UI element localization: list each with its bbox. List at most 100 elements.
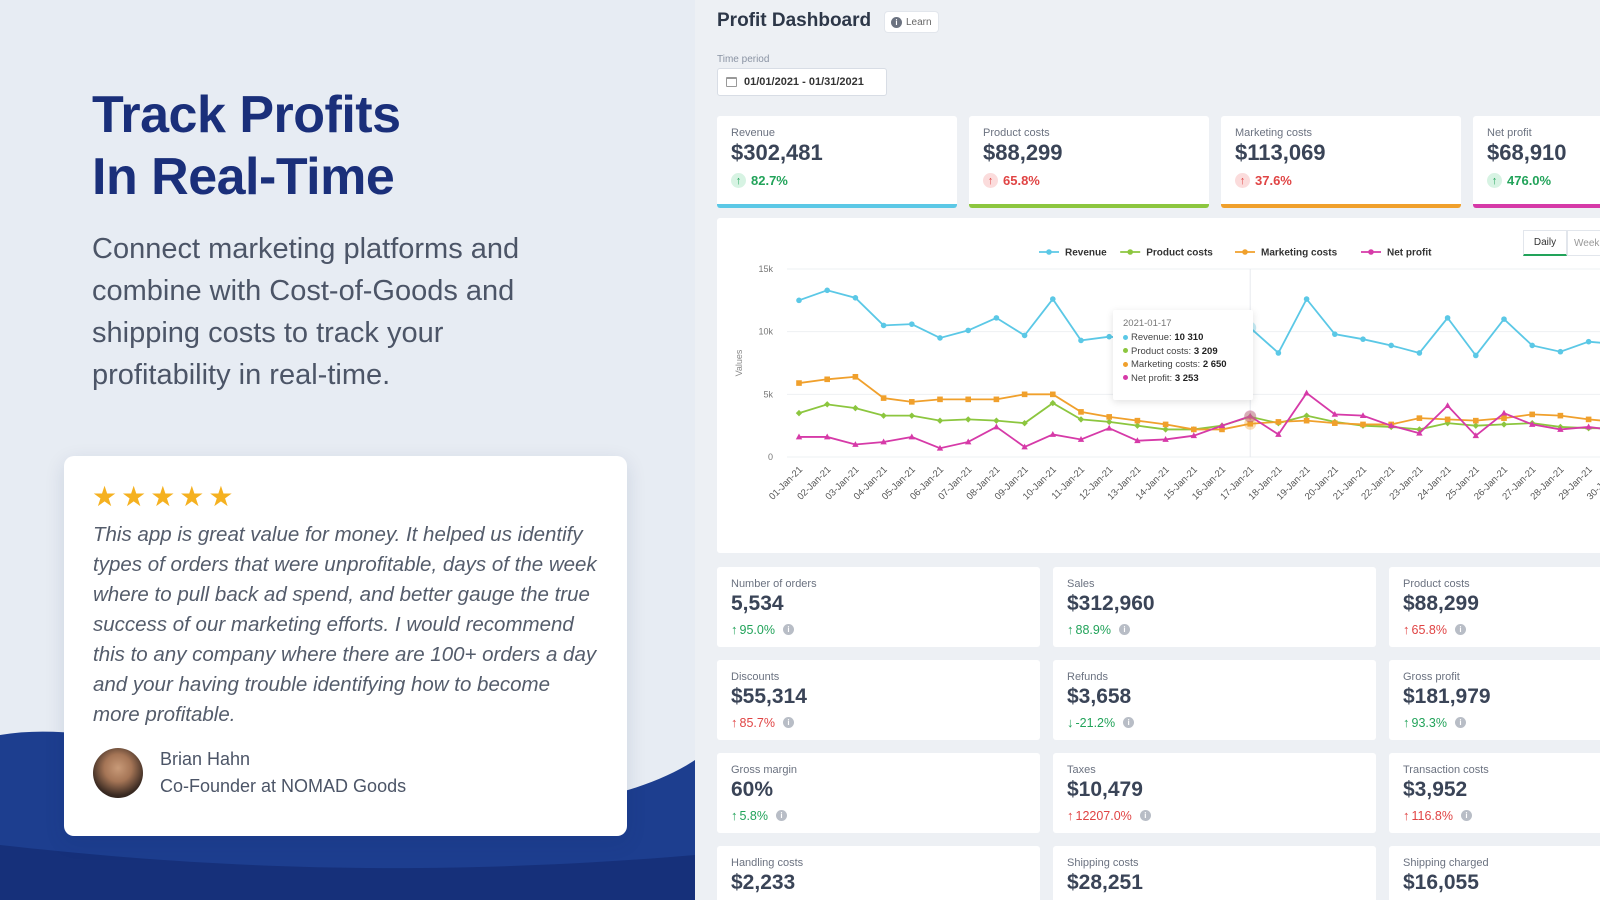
stat-label: Handling costs — [731, 857, 804, 869]
data-point — [1332, 331, 1338, 337]
kpi-card-revenue[interactable]: Revenue $302,481 ↑ 82.7% — [717, 116, 957, 208]
stat-card-refunds[interactable]: Refunds $3,658 ↓ -21.2% i — [1053, 660, 1376, 740]
tab-weekly[interactable]: Weekly — [1567, 230, 1600, 256]
arrow-up-icon: ↑ — [983, 173, 998, 188]
stat-value: $181,979 — [1403, 685, 1491, 708]
data-point — [1473, 352, 1479, 359]
series-dot-icon — [1123, 361, 1128, 367]
stat-card-handling-costs[interactable]: Handling costs $2,233 — [717, 846, 1040, 900]
stat-label: Gross profit — [1403, 671, 1460, 683]
stat-card-discounts[interactable]: Discounts $55,314 ↑ 85.7% i — [717, 660, 1040, 740]
legend-marker — [1368, 249, 1374, 255]
stat-card-sales[interactable]: Sales $312,960 ↑ 88.9% i — [1053, 567, 1376, 647]
chart-tooltip: 2021-01-17 Revenue: 10 310 Product costs… — [1113, 310, 1253, 400]
info-icon[interactable]: i — [782, 624, 794, 635]
data-point — [1557, 412, 1564, 419]
testimonial-quote: This app is great value for money. It he… — [93, 523, 597, 726]
kpi-change-value: 37.6% — [1255, 173, 1292, 188]
info-icon[interactable]: i — [776, 810, 787, 821]
stat-change: ↑ 88.9% i — [1067, 622, 1130, 637]
data-point — [1162, 436, 1169, 442]
data-point — [1106, 333, 1112, 340]
stat-change: ↑ 65.8% i — [1403, 622, 1466, 637]
stat-change: ↓ -21.2% i — [1067, 715, 1135, 730]
kpi-card-net-profit[interactable]: Net profit $68,910 ↑ 476.0% — [1473, 116, 1600, 208]
data-point — [795, 409, 803, 417]
stat-card-shipping-costs[interactable]: Shipping costs $28,251 — [1053, 846, 1376, 900]
kpi-change: ↑ 476.0% — [1487, 173, 1551, 188]
stat-card-product-costs[interactable]: Product costs $88,299 ↑ 65.8% i — [1389, 567, 1600, 647]
stat-label: Product costs — [1403, 578, 1470, 590]
stat-change: ↑ 93.3% i — [1403, 715, 1466, 730]
data-point — [936, 417, 944, 424]
data-point — [880, 395, 887, 401]
stat-change: ↑ 12207.0% i — [1067, 808, 1151, 823]
data-point — [1050, 296, 1056, 302]
legend-marker — [1242, 249, 1248, 255]
stat-change: ↑ 85.7% i — [731, 715, 794, 730]
subtext: Connect marketing platforms and combine … — [92, 233, 520, 391]
data-point — [824, 376, 830, 383]
marketing-panel: Track Profits In Real-Time Connect marke… — [0, 0, 695, 900]
profit-dashboard-app: Profit Dashboard i Learn Time period 01/… — [695, 0, 1600, 900]
data-point — [1529, 342, 1535, 349]
kpi-color-bar — [1473, 204, 1600, 208]
data-point — [880, 412, 887, 419]
y-axis-label: Values — [734, 349, 744, 376]
time-period-value: 01/01/2021 - 01/31/2021 — [744, 76, 864, 88]
data-point — [1416, 429, 1423, 436]
arrow-up-icon: ↑ — [1067, 622, 1074, 637]
info-icon[interactable]: i — [1460, 810, 1472, 821]
data-point — [1021, 391, 1028, 398]
kpi-color-bar — [1221, 204, 1461, 208]
kpi-color-bar — [969, 204, 1209, 208]
data-point — [1359, 412, 1367, 419]
series-dot-icon — [1123, 334, 1128, 340]
data-point — [880, 322, 887, 329]
time-period-label: Time period — [717, 54, 770, 65]
series-line-product-costs — [798, 402, 1600, 431]
tooltip-label: Marketing costs: — [1131, 359, 1201, 370]
stat-card-number-of-orders[interactable]: Number of orders 5,534 ↑ 95.0% i — [717, 567, 1040, 647]
time-period-input[interactable]: 01/01/2021 - 01/31/2021 — [717, 68, 887, 96]
stat-card-shipping-charged[interactable]: Shipping charged $16,055 — [1389, 846, 1600, 900]
kpi-label: Product costs — [983, 127, 1050, 139]
data-point — [1021, 443, 1028, 450]
kpi-card-marketing-costs[interactable]: Marketing costs $113,069 ↑ 37.6% — [1221, 116, 1461, 208]
page-title: Profit Dashboard — [717, 10, 872, 31]
data-point — [993, 396, 1000, 403]
data-point — [1500, 409, 1508, 416]
tooltip-value: 3 209 — [1193, 345, 1218, 357]
info-icon[interactable]: i — [1123, 717, 1135, 728]
data-point — [796, 297, 802, 304]
stat-card-gross-margin[interactable]: Gross margin 60% ↑ 5.8% i — [717, 753, 1040, 833]
info-icon[interactable]: i — [1454, 717, 1466, 728]
info-icon[interactable]: i — [1118, 624, 1130, 635]
info-icon[interactable]: i — [782, 717, 794, 728]
tab-daily[interactable]: Daily — [1523, 230, 1567, 256]
tooltip-value: 10 310 — [1174, 332, 1204, 343]
data-point — [852, 373, 859, 380]
kpi-card-product-costs[interactable]: Product costs $88,299 ↑ 65.8% — [969, 116, 1209, 208]
data-point — [1275, 419, 1282, 425]
data-point — [1360, 336, 1366, 342]
y-tick-label: 15k — [758, 264, 773, 274]
stat-label: Gross margin — [731, 764, 798, 776]
stat-label: Taxes — [1067, 764, 1096, 776]
stat-value: 5,534 — [731, 592, 784, 615]
info-icon[interactable]: i — [1139, 810, 1151, 821]
data-point — [1444, 315, 1451, 321]
stat-card-gross-profit[interactable]: Gross profit $181,979 ↑ 93.3% i — [1389, 660, 1600, 740]
stat-card-taxes[interactable]: Taxes $10,479 ↑ 12207.0% i — [1053, 753, 1376, 833]
arrow-up-icon: ↑ — [1235, 173, 1250, 188]
arrow-up-icon: ↑ — [1487, 173, 1502, 188]
author-title: Co-Founder at NOMAD Goods — [160, 776, 407, 796]
learn-button[interactable]: i Learn — [885, 12, 938, 32]
kpi-color-bar — [717, 204, 957, 208]
data-point — [852, 441, 859, 447]
info-icon[interactable]: i — [1454, 624, 1466, 635]
stat-change: ↑ 116.8% i — [1403, 808, 1472, 823]
author-name: Brian Hahn — [160, 749, 251, 769]
data-point — [1416, 350, 1423, 356]
stat-card-transaction-costs[interactable]: Transaction costs $3,952 ↑ 116.8% i — [1389, 753, 1600, 833]
